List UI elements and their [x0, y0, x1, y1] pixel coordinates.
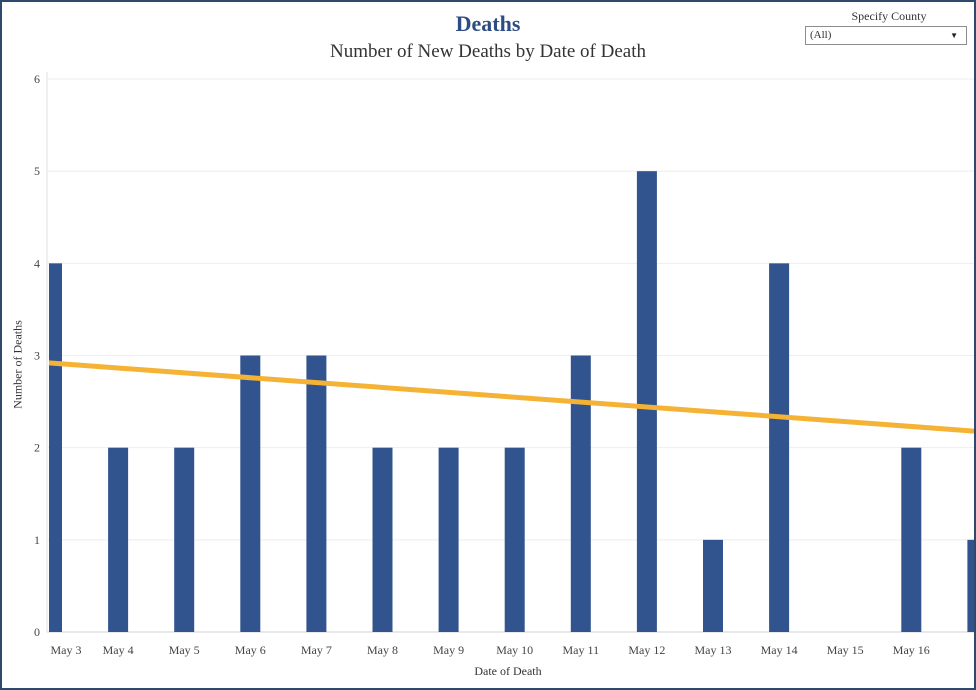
- y-tick-label: 0: [34, 625, 40, 639]
- bar-may-6[interactable]: [240, 355, 261, 633]
- bar-may-12[interactable]: [636, 171, 657, 632]
- x-tick-label: May 16: [893, 643, 930, 657]
- county-filter-dropdown[interactable]: (All) ▼: [805, 26, 967, 45]
- x-tick-label: May 7: [301, 643, 332, 657]
- x-tick-label: May 14: [761, 643, 798, 657]
- x-tick-label: May 8: [367, 643, 398, 657]
- county-filter-label: Specify County: [851, 9, 927, 23]
- x-tick-label: May 12: [628, 643, 665, 657]
- bar-may-10[interactable]: [504, 447, 525, 632]
- chart-subtitle: Number of New Deaths by Date of Death: [329, 41, 647, 62]
- x-tick-label: May 13: [695, 643, 732, 657]
- bar-may-9[interactable]: [438, 447, 459, 632]
- x-tick-label: May 4: [103, 643, 134, 657]
- bar-may-8[interactable]: [372, 447, 393, 632]
- y-tick-label: 2: [34, 441, 40, 455]
- bar-may-5[interactable]: [174, 447, 195, 632]
- x-tick-label: May 3: [51, 643, 82, 657]
- x-tick-label: May 11: [563, 643, 600, 657]
- y-tick-label: 1: [34, 533, 40, 547]
- bar-may-11[interactable]: [570, 355, 591, 633]
- x-tick-label: May 6: [235, 643, 266, 657]
- x-axis-label: Date of Death: [474, 664, 542, 678]
- trend-line: [48, 360, 974, 434]
- bar-may-14[interactable]: [769, 263, 790, 632]
- y-tick-label: 3: [34, 349, 40, 363]
- x-tick-label: May 9: [433, 643, 464, 657]
- x-tick-label: May 10: [496, 643, 533, 657]
- y-tick-label: 5: [34, 164, 40, 178]
- y-tick-label: 4: [34, 256, 40, 270]
- county-filter-value: (All): [810, 29, 832, 41]
- dropdown-arrow-icon: ▼: [950, 31, 958, 40]
- bar-may-13[interactable]: [703, 539, 723, 632]
- bar-may-3[interactable]: [42, 263, 62, 632]
- bar-may-7[interactable]: [306, 355, 327, 633]
- bar-may-17[interactable]: [967, 539, 974, 632]
- x-tick-label: May 15: [827, 643, 864, 657]
- bar-may-4[interactable]: [108, 447, 129, 632]
- x-tick-label: May 5: [169, 643, 200, 657]
- chart-title: Deaths: [455, 11, 521, 36]
- y-tick-label: 6: [34, 72, 40, 86]
- bar-may-16[interactable]: [901, 447, 922, 632]
